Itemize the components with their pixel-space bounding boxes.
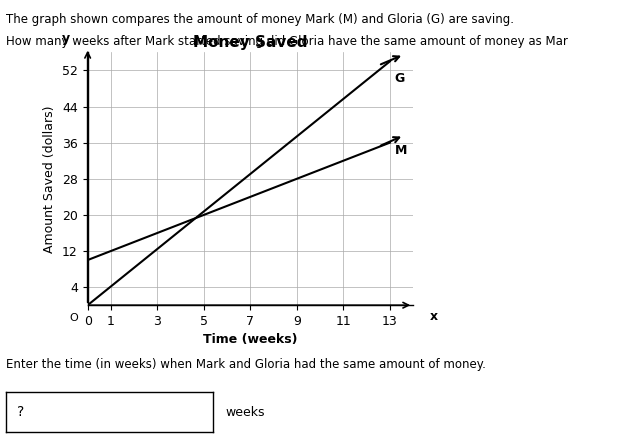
- Text: The graph shown compares the amount of money Mark (M) and Gloria (G) are saving.: The graph shown compares the amount of m…: [6, 13, 515, 26]
- X-axis label: Time (weeks): Time (weeks): [203, 334, 297, 347]
- Text: M: M: [394, 144, 407, 157]
- Text: weeks: weeks: [225, 405, 265, 419]
- Title: Money Saved: Money Saved: [193, 35, 307, 50]
- Y-axis label: Amount Saved (dollars): Amount Saved (dollars): [43, 105, 56, 252]
- Text: y: y: [61, 32, 69, 45]
- Text: x: x: [429, 310, 438, 324]
- Text: Enter the time (in weeks) when Mark and Gloria had the same amount of money.: Enter the time (in weeks) when Mark and …: [6, 358, 486, 371]
- Text: G: G: [394, 72, 405, 85]
- Text: O: O: [69, 313, 78, 323]
- Text: How many weeks after Mark started saving did Gloria have the same amount of mone: How many weeks after Mark started saving…: [6, 35, 568, 48]
- Text: ?: ?: [16, 405, 24, 419]
